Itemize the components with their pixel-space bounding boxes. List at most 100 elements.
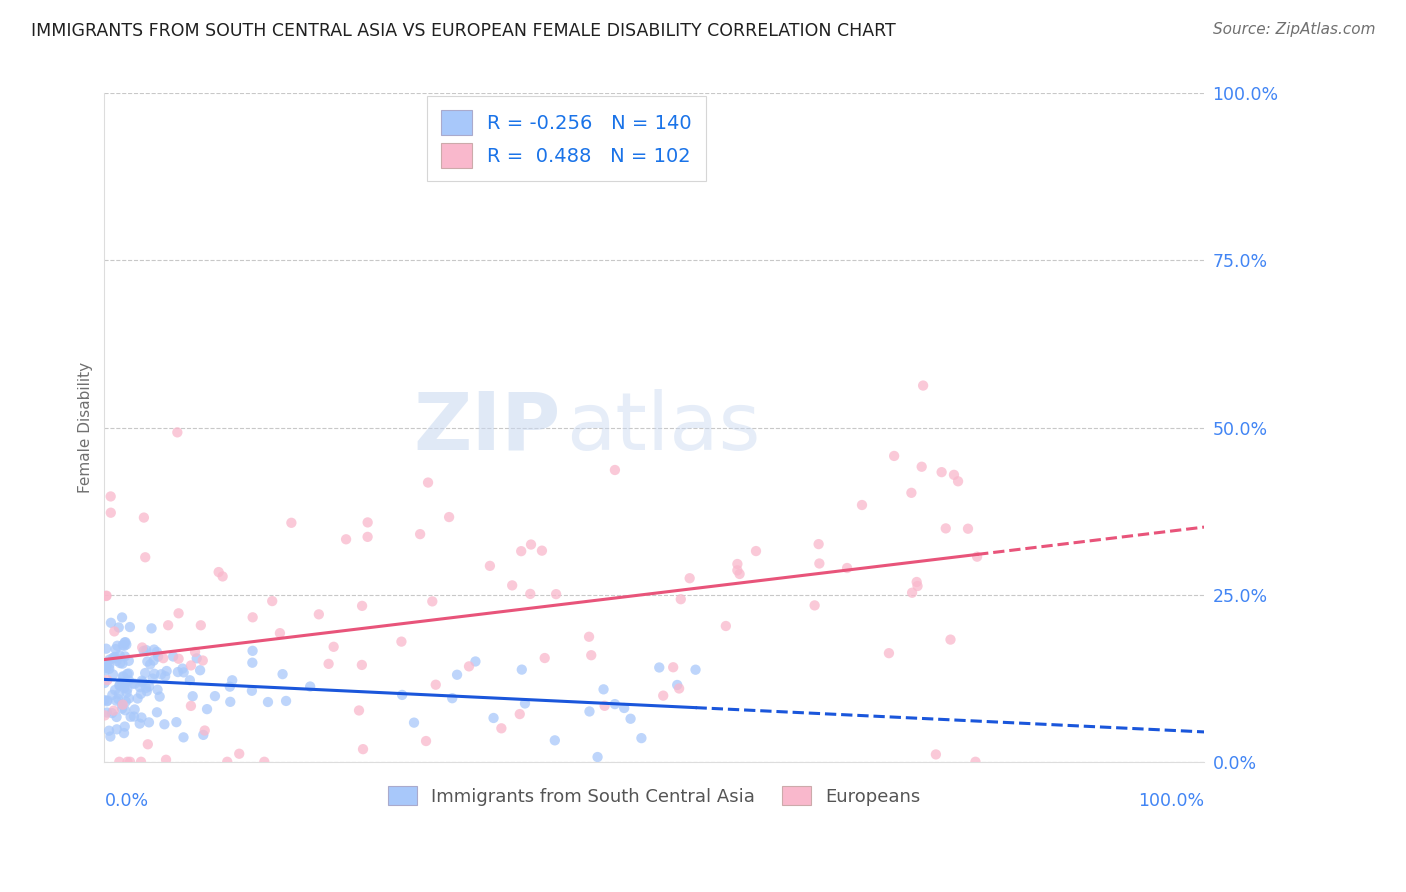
Point: [648, 660, 671, 674]
Point: [104, 683, 127, 698]
Point: [578, 705, 600, 719]
Point: [138, 679, 160, 693]
Point: [728, 566, 751, 581]
Point: [153, 717, 176, 731]
Point: [142, 654, 165, 668]
Point: [586, 750, 609, 764]
Point: [943, 467, 966, 482]
Point: [669, 592, 692, 607]
Point: [105, 710, 128, 724]
Point: [350, 657, 373, 672]
Point: [520, 537, 543, 551]
Point: [195, 702, 218, 716]
Point: [96, 659, 118, 673]
Point: [118, 673, 141, 688]
Point: [131, 640, 153, 655]
Point: [218, 680, 240, 694]
Point: [513, 697, 536, 711]
Point: [308, 607, 330, 622]
Point: [146, 649, 169, 664]
Point: [127, 691, 149, 706]
Point: [956, 522, 979, 536]
Point: [510, 663, 533, 677]
Point: [188, 663, 211, 677]
Point: [725, 557, 748, 571]
Point: [912, 378, 935, 392]
Point: [139, 657, 162, 672]
Point: [101, 667, 124, 681]
Point: [478, 558, 501, 573]
Point: [98, 730, 121, 744]
Point: [111, 698, 134, 712]
Point: [124, 677, 146, 691]
Point: [118, 691, 141, 706]
Point: [96, 706, 118, 720]
Point: [111, 669, 134, 683]
Point: [114, 675, 136, 690]
Point: [322, 640, 344, 654]
Point: [217, 755, 239, 769]
Point: [132, 644, 155, 658]
Point: [420, 594, 443, 608]
Point: [135, 643, 157, 657]
Point: [114, 649, 136, 664]
Point: [603, 697, 626, 711]
Point: [146, 706, 169, 720]
Point: [877, 646, 900, 660]
Point: [153, 669, 176, 683]
Point: [136, 737, 159, 751]
Point: [603, 463, 626, 477]
Point: [546, 587, 568, 601]
Point: [94, 661, 117, 675]
Point: [911, 459, 934, 474]
Legend: Immigrants from South Central Asia, Europeans: Immigrants from South Central Asia, Euro…: [381, 779, 928, 813]
Point: [111, 657, 134, 671]
Point: [118, 755, 141, 769]
Point: [533, 651, 555, 665]
Point: [114, 635, 136, 649]
Point: [240, 656, 263, 670]
Point: [112, 639, 135, 653]
Point: [100, 490, 122, 504]
Point: [668, 681, 690, 696]
Point: [96, 589, 118, 603]
Point: [725, 563, 748, 577]
Point: [108, 755, 131, 769]
Point: [124, 702, 146, 716]
Point: [907, 579, 929, 593]
Point: [186, 651, 208, 665]
Point: [221, 673, 243, 688]
Point: [900, 485, 922, 500]
Point: [280, 516, 302, 530]
Point: [117, 682, 139, 697]
Point: [402, 715, 425, 730]
Point: [271, 667, 294, 681]
Point: [93, 693, 115, 707]
Point: [98, 662, 121, 676]
Text: atlas: atlas: [567, 389, 761, 467]
Point: [581, 648, 603, 663]
Text: IMMIGRANTS FROM SOUTH CENTRAL ASIA VS EUROPEAN FEMALE DISABILITY CORRELATION CHA: IMMIGRANTS FROM SOUTH CENTRAL ASIA VS EU…: [31, 22, 896, 40]
Point: [883, 449, 905, 463]
Point: [143, 666, 166, 681]
Point: [150, 667, 173, 681]
Point: [851, 498, 873, 512]
Point: [180, 658, 202, 673]
Point: [173, 731, 195, 745]
Point: [905, 574, 928, 589]
Point: [714, 619, 737, 633]
Point: [172, 662, 194, 676]
Point: [111, 698, 134, 712]
Point: [112, 726, 135, 740]
Point: [464, 655, 486, 669]
Point: [128, 680, 150, 694]
Point: [652, 689, 675, 703]
Point: [104, 642, 127, 657]
Point: [219, 695, 242, 709]
Point: [446, 667, 468, 681]
Point: [135, 681, 157, 695]
Point: [685, 663, 707, 677]
Point: [184, 645, 207, 659]
Point: [544, 733, 567, 747]
Point: [108, 648, 131, 663]
